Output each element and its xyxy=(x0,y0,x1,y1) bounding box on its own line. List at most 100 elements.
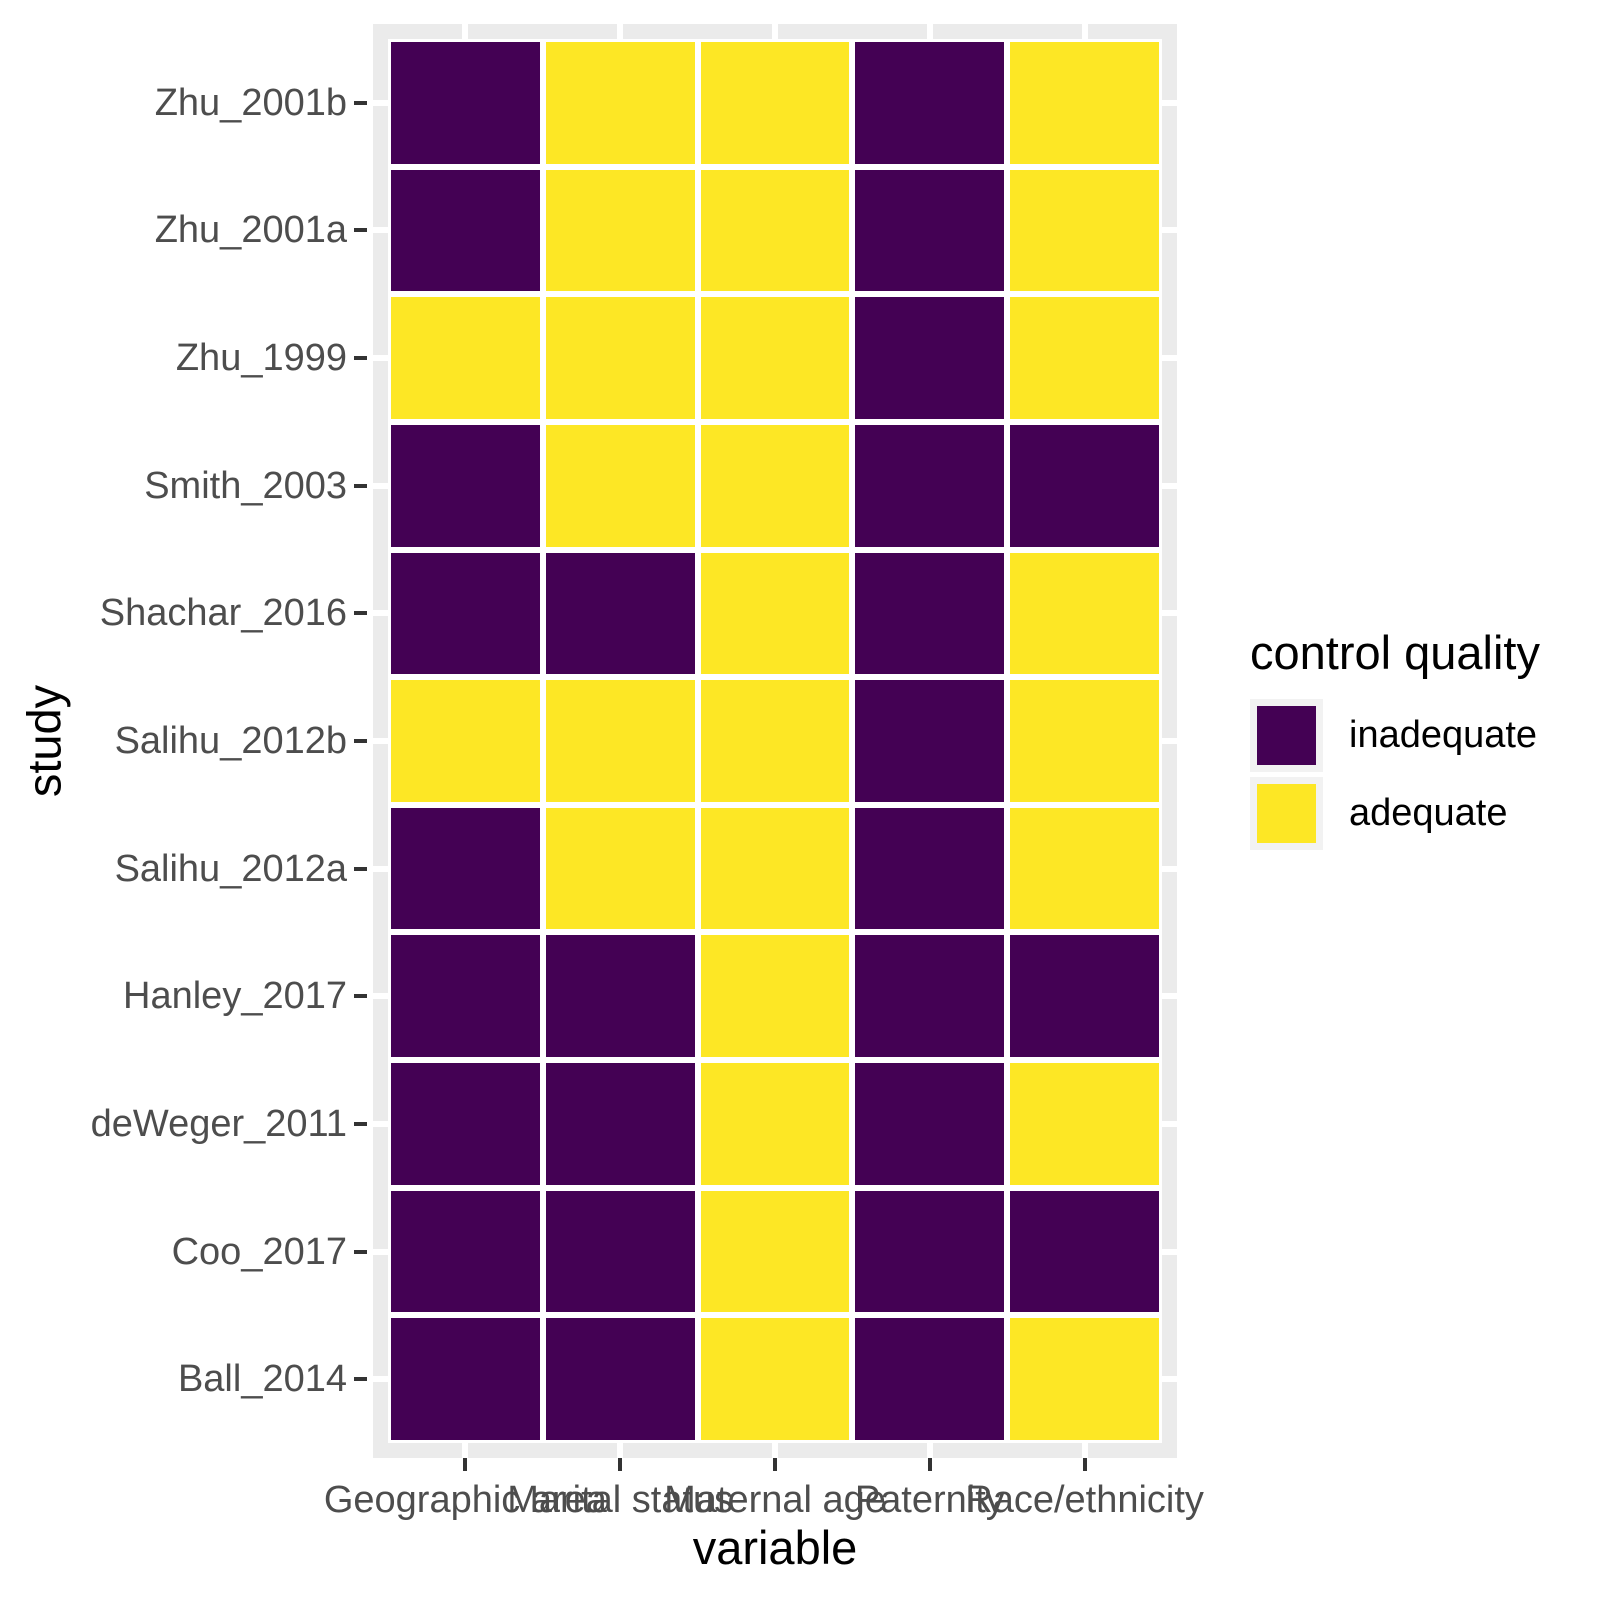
legend-title: control quality xyxy=(1250,626,1540,679)
heatmap-cell xyxy=(388,294,543,422)
heatmap-cell xyxy=(542,804,698,933)
y-tick-mark xyxy=(354,356,367,361)
legend-label: adequate xyxy=(1349,792,1508,834)
x-tick-label: Geographic area xyxy=(323,1479,607,1521)
x-tick-mark xyxy=(773,1458,777,1471)
x-tick-label: Maternal age xyxy=(664,1479,886,1521)
y-tick-label: Smith_2003 xyxy=(144,464,347,507)
legend-entry-adequate: adequate xyxy=(1250,777,1590,850)
heatmap-cell xyxy=(1007,1315,1162,1443)
heatmap-cell xyxy=(388,421,543,550)
y-tick-mark xyxy=(354,739,367,743)
x-axis-tick-marks xyxy=(388,1458,1162,1471)
legend-entry-inadequate: inadequate xyxy=(1250,699,1590,772)
x-tick-mark xyxy=(1082,1458,1087,1471)
y-tick-mark xyxy=(354,866,367,871)
y-tick-label: Hanley_2017 xyxy=(123,975,347,1018)
x-tick-mark xyxy=(927,1458,932,1471)
adequate-color-swatch xyxy=(1257,784,1316,843)
heatmap-cell xyxy=(1007,549,1162,678)
heatmap-cell xyxy=(542,39,698,167)
y-axis-tick-marks xyxy=(354,39,367,1443)
y-tick-label: Coo_2017 xyxy=(171,1230,347,1273)
heatmap-cell xyxy=(697,677,853,805)
plot-panel xyxy=(373,24,1177,1458)
heatmap-cell xyxy=(852,166,1008,295)
heatmap-cell xyxy=(852,39,1008,167)
legend: control quality inadequate adequate xyxy=(1250,627,1590,855)
heatmap-cell xyxy=(1007,421,1162,550)
heatmap-cell xyxy=(852,1187,1008,1316)
x-tick-mark xyxy=(618,1458,623,1471)
heatmap-cell xyxy=(697,166,853,295)
heatmap-cell xyxy=(852,1315,1008,1443)
heatmap-tiles xyxy=(388,39,1162,1443)
heatmap-cell xyxy=(852,294,1008,422)
y-tick-label: Shachar_2016 xyxy=(99,592,347,635)
heatmap-cell xyxy=(388,166,543,295)
heatmap-cell xyxy=(697,1315,853,1443)
heatmap-cell xyxy=(388,1187,543,1316)
heatmap-cell xyxy=(388,932,543,1061)
heatmap-cell xyxy=(1007,804,1162,933)
heatmap-cell xyxy=(1007,932,1162,1061)
heatmap-cell xyxy=(1007,166,1162,295)
x-tick-label: Paternity xyxy=(854,1479,1005,1521)
y-tick-label: Zhu_2001b xyxy=(154,81,347,124)
x-axis-tick-labels: Geographic area Marital status Maternal ag… xyxy=(324,1478,1204,1522)
heatmap-cell xyxy=(697,1060,853,1188)
heatmap-cell xyxy=(388,1060,543,1188)
heatmap-cell xyxy=(542,677,698,805)
heatmap-cell xyxy=(388,39,543,167)
heatmap-cell xyxy=(388,804,543,933)
y-tick-label: deWeger_2011 xyxy=(90,1102,347,1145)
heatmap-cell xyxy=(697,1187,853,1316)
x-tick-mark xyxy=(463,1458,468,1471)
y-tick-mark xyxy=(354,100,367,105)
heatmap-cell xyxy=(1007,1187,1162,1316)
heatmap-cell xyxy=(852,1060,1008,1188)
x-tick-label: Race/ethnicity xyxy=(965,1479,1204,1521)
y-tick-label: Zhu_1999 xyxy=(175,337,347,380)
heatmap-cell xyxy=(542,549,698,678)
y-tick-mark xyxy=(354,228,367,233)
legend-label: inadequate xyxy=(1349,714,1538,756)
heatmap-cell xyxy=(852,932,1008,1061)
heatmap-cell xyxy=(542,294,698,422)
heatmap-cell xyxy=(852,421,1008,550)
y-tick-mark xyxy=(354,994,367,999)
heatmap-cell xyxy=(1007,39,1162,167)
y-tick-mark xyxy=(354,1377,367,1382)
heatmap-cell xyxy=(542,421,698,550)
y-tick-mark xyxy=(354,483,367,488)
x-axis-title: variable xyxy=(692,1521,858,1574)
y-tick-label: Zhu_2001a xyxy=(154,209,347,252)
heatmap-cell xyxy=(852,549,1008,678)
heatmap-cell xyxy=(1007,1060,1162,1188)
heatmap-cell xyxy=(542,932,698,1061)
heatmap-cell xyxy=(852,804,1008,933)
heatmap-cell xyxy=(697,421,853,550)
heatmap-cell xyxy=(697,804,853,933)
heatmap-cell xyxy=(542,166,698,295)
heatmap-cell xyxy=(542,1187,698,1316)
heatmap-cell xyxy=(697,294,853,422)
y-axis-tick-labels: Zhu_2001b Zhu_2001a Zhu_1999 Smith_2003 Shac… xyxy=(0,39,347,1443)
legend-key xyxy=(1250,777,1323,850)
inadequate-color-swatch xyxy=(1257,706,1316,765)
heatmap-cell xyxy=(1007,677,1162,805)
heatmap-cell xyxy=(697,549,853,678)
heatmap-cell xyxy=(388,549,543,678)
legend-key xyxy=(1250,699,1323,772)
y-tick-label: Salihu_2012b xyxy=(114,720,347,762)
heatmap-cell xyxy=(852,677,1008,805)
heatmap-cell xyxy=(542,1315,698,1443)
y-tick-mark xyxy=(354,1249,367,1254)
x-tick-label: Marital status xyxy=(507,1479,734,1521)
heatmap-cell xyxy=(542,1060,698,1188)
y-tick-label: Ball_2014 xyxy=(177,1358,347,1401)
y-tick-label: Salihu_2012a xyxy=(114,847,347,890)
heatmap-cell xyxy=(388,677,543,805)
heatmap-cell xyxy=(1007,294,1162,422)
